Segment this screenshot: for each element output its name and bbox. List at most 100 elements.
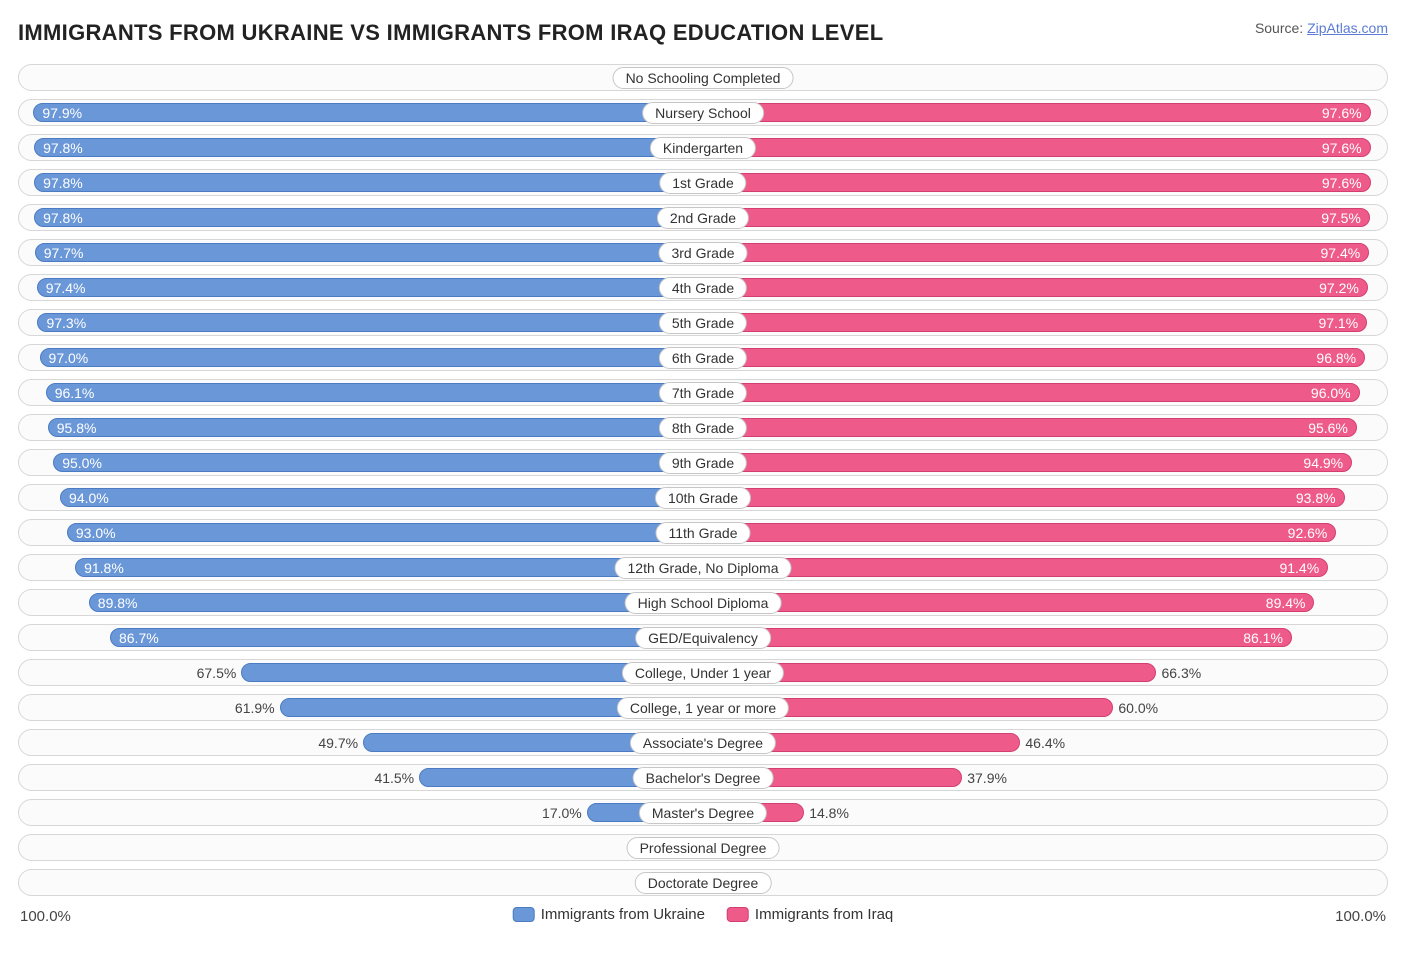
bar-right: 97.6%: [703, 103, 1371, 122]
bar-left: 97.0%: [40, 348, 703, 367]
bar-left: 86.7%: [110, 628, 703, 647]
value-label-left: 95.8%: [57, 420, 97, 436]
value-label-right: 97.5%: [1321, 210, 1361, 226]
category-label: 8th Grade: [659, 417, 747, 439]
value-label-left: 97.8%: [43, 175, 83, 191]
category-label: College, 1 year or more: [617, 697, 789, 719]
bar-right: 92.6%: [703, 523, 1336, 542]
category-label: 4th Grade: [659, 277, 747, 299]
category-label: 2nd Grade: [657, 207, 749, 229]
legend-item-left: Immigrants from Ukraine: [513, 906, 705, 923]
value-label-left: 91.8%: [84, 560, 124, 576]
bar-right: 93.8%: [703, 488, 1345, 507]
value-label-right: 14.8%: [809, 805, 849, 821]
chart-row: 67.5%66.3%College, Under 1 year: [18, 659, 1388, 686]
chart-row: 5.0%4.2%Professional Degree: [18, 834, 1388, 861]
bar-left: 97.8%: [34, 138, 703, 157]
bar-right: 97.2%: [703, 278, 1368, 297]
value-label-right: 97.1%: [1318, 315, 1358, 331]
value-label-left: 97.8%: [43, 210, 83, 226]
category-label: Doctorate Degree: [635, 872, 772, 894]
bar-left: 97.8%: [34, 173, 703, 192]
category-label: Kindergarten: [650, 137, 756, 159]
category-label: 11th Grade: [655, 522, 750, 544]
bar-left: 97.8%: [34, 208, 703, 227]
chart-row: 91.8% 91.4% 12th Grade, No Diploma: [18, 554, 1388, 581]
bar-left: 89.8%: [89, 593, 703, 612]
chart-row: 2.0%1.7%Doctorate Degree: [18, 869, 1388, 896]
value-label-left: 89.8%: [98, 595, 138, 611]
category-label: No Schooling Completed: [613, 67, 794, 89]
value-label-left: 96.1%: [55, 385, 95, 401]
bar-right: 94.9%: [703, 453, 1352, 472]
legend-swatch-left: [513, 907, 535, 922]
bar-right: 97.4%: [703, 243, 1369, 262]
chart-row: 97.8% 97.5% 2nd Grade: [18, 204, 1388, 231]
source-label: Source:: [1255, 20, 1307, 36]
bar-left: 95.0%: [53, 453, 703, 472]
category-label: 9th Grade: [659, 452, 747, 474]
bar-left: 91.8%: [75, 558, 703, 577]
value-label-left: 97.4%: [46, 280, 86, 296]
value-label-right: 94.9%: [1303, 455, 1343, 471]
value-label-left: 41.5%: [374, 770, 414, 786]
chart-row: 97.8%97.6%1st Grade: [18, 169, 1388, 196]
chart-row: 97.8% 97.6% Kindergarten: [18, 134, 1388, 161]
value-label-right: 97.4%: [1321, 245, 1361, 261]
value-label-left: 97.8%: [43, 140, 83, 156]
chart-header: IMMIGRANTS FROM UKRAINE VS IMMIGRANTS FR…: [18, 20, 1388, 46]
value-label-left: 95.0%: [62, 455, 102, 471]
bar-right: 97.6%: [703, 173, 1371, 192]
bar-right: 96.0%: [703, 383, 1360, 402]
chart-row: 95.0% 94.9% 9th Grade: [18, 449, 1388, 476]
bar-left: 97.3%: [37, 313, 703, 332]
value-label-right: 91.4%: [1279, 560, 1319, 576]
chart-row: 95.8%95.6%8th Grade: [18, 414, 1388, 441]
value-label-left: 97.9%: [42, 105, 82, 121]
chart-row: 61.9% 60.0% College, 1 year or more: [18, 694, 1388, 721]
category-label: GED/Equivalency: [635, 627, 771, 649]
category-label: 5th Grade: [659, 312, 747, 334]
chart-row: 97.9% 97.6%Nursery School: [18, 99, 1388, 126]
value-label-right: 96.0%: [1311, 385, 1351, 401]
value-label-left: 97.3%: [46, 315, 86, 331]
bar-right: 97.5%: [703, 208, 1370, 227]
legend-item-right: Immigrants from Iraq: [727, 906, 893, 923]
chart-row: 97.3% 97.1% 5th Grade: [18, 309, 1388, 336]
category-label: 10th Grade: [655, 487, 751, 509]
value-label-left: 97.7%: [44, 245, 84, 261]
chart-row: 97.4% 97.2% 4th Grade: [18, 274, 1388, 301]
category-label: Associate's Degree: [630, 732, 776, 754]
value-label-left: 93.0%: [76, 525, 116, 541]
chart-container: IMMIGRANTS FROM UKRAINE VS IMMIGRANTS FR…: [0, 0, 1406, 940]
value-label-right: 86.1%: [1243, 630, 1283, 646]
axis-label-right: 100.0%: [1335, 908, 1386, 925]
value-label-right: 97.2%: [1319, 280, 1359, 296]
chart-row: 97.0%96.8%6th Grade: [18, 344, 1388, 371]
chart-source: Source: ZipAtlas.com: [1255, 20, 1388, 36]
value-label-right: 96.8%: [1316, 350, 1356, 366]
value-label-left: 94.0%: [69, 490, 109, 506]
chart-row: 2.2%2.4%No Schooling Completed: [18, 64, 1388, 91]
value-label-left: 97.0%: [49, 350, 89, 366]
category-label: Professional Degree: [627, 837, 780, 859]
chart-title: IMMIGRANTS FROM UKRAINE VS IMMIGRANTS FR…: [18, 20, 883, 46]
value-label-right: 97.6%: [1322, 140, 1362, 156]
category-label: Nursery School: [642, 102, 764, 124]
chart-row: 94.0% 93.8% 10th Grade: [18, 484, 1388, 511]
value-label-right: 93.8%: [1296, 490, 1336, 506]
chart-row: 17.0% 14.8% Master's Degree: [18, 799, 1388, 826]
category-label: 12th Grade, No Diploma: [615, 557, 792, 579]
value-label-right: 92.6%: [1288, 525, 1328, 541]
value-label-right: 89.4%: [1266, 595, 1306, 611]
category-label: Master's Degree: [639, 802, 767, 824]
source-link[interactable]: ZipAtlas.com: [1307, 20, 1388, 36]
category-label: Bachelor's Degree: [633, 767, 774, 789]
value-label-left: 61.9%: [235, 700, 275, 716]
value-label-right: 97.6%: [1322, 175, 1362, 191]
bar-left: 93.0%: [67, 523, 703, 542]
chart-row: 89.8%89.4%High School Diploma: [18, 589, 1388, 616]
value-label-left: 17.0%: [542, 805, 582, 821]
value-label-right: 66.3%: [1161, 665, 1201, 681]
value-label-right: 60.0%: [1118, 700, 1158, 716]
